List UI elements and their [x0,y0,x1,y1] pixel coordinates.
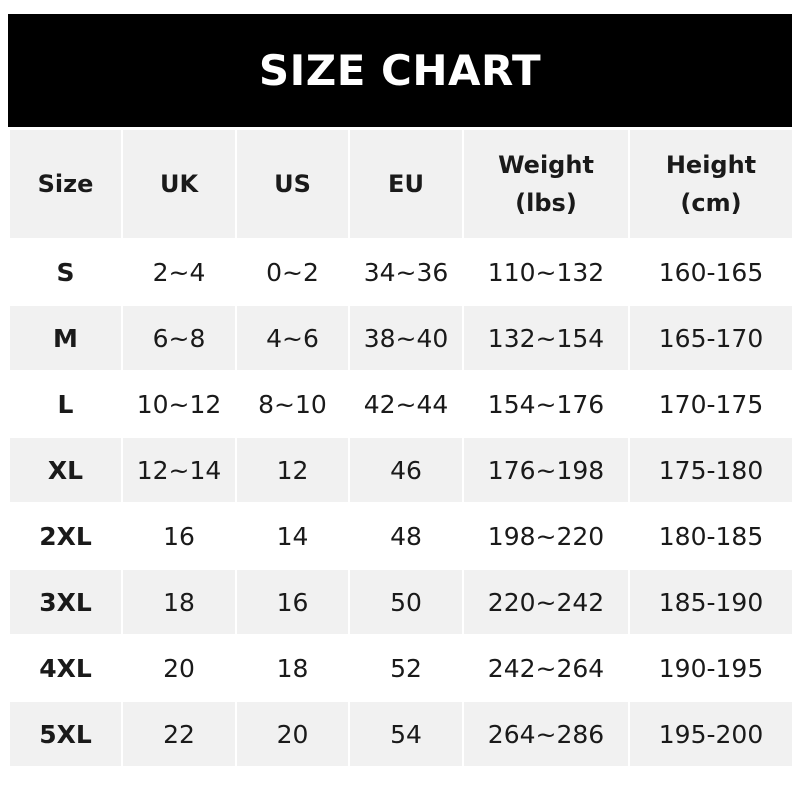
table-cell: 46 [348,436,464,504]
table-cell: 12 [235,436,350,504]
table-cell: 20 [235,700,350,768]
column-header: EU [348,128,464,240]
table-cell: 10~12 [121,370,237,438]
table-cell: 220~242 [462,568,630,636]
table-cell: 2~4 [121,238,237,306]
column-header: Weight (lbs) [462,128,630,240]
table-cell: 18 [121,568,237,636]
table-row: 2XL 16 14 48 198~220 180-185 [8,502,794,570]
table-row: 4XL 20 18 52 242~264 190-195 [8,634,794,702]
table-cell: 12~14 [121,436,237,504]
size-cell: L [8,370,123,438]
table-cell: 8~10 [235,370,350,438]
size-cell: 5XL [8,700,123,768]
size-cell: M [8,304,123,372]
table-row: S 2~4 0~2 34~36 110~132 160-165 [8,238,794,306]
table-cell: 165-170 [628,304,794,372]
size-cell: 4XL [8,634,123,702]
column-header-label: EU [388,170,424,198]
column-header-label: UK [159,170,199,198]
column-header-unit: (cm) [680,189,742,217]
table-cell: 16 [235,568,350,636]
size-table: Size UK US EU Weight (lbs) Height (cm) S 2~4 0~2 3… [8,128,794,768]
table-cell: 6~8 [121,304,237,372]
column-header-unit: (lbs) [515,189,577,217]
size-cell: 2XL [8,502,123,570]
table-row: XL 12~14 12 46 176~198 175-180 [8,436,794,504]
table-cell: 132~154 [462,304,630,372]
size-cell: 3XL [8,568,123,636]
column-header-label: Weight [498,151,594,179]
table-cell: 185-190 [628,568,794,636]
column-header: Size [8,128,123,240]
header-row: Size UK US EU Weight (lbs) Height (cm) [8,128,794,240]
table-cell: 14 [235,502,350,570]
column-header-label: Height [665,151,757,179]
table-cell: 54 [348,700,464,768]
table-cell: 50 [348,568,464,636]
table-cell: 175-180 [628,436,794,504]
table-cell: 170-175 [628,370,794,438]
table-cell: 18 [235,634,350,702]
table-cell: 176~198 [462,436,630,504]
table-cell: 38~40 [348,304,464,372]
table-cell: 22 [121,700,237,768]
table-cell: 42~44 [348,370,464,438]
table-cell: 154~176 [462,370,630,438]
table-cell: 195-200 [628,700,794,768]
size-cell: S [8,238,123,306]
table-cell: 0~2 [235,238,350,306]
table-cell: 160-165 [628,238,794,306]
table-cell: 190-195 [628,634,794,702]
table-row: L 10~12 8~10 42~44 154~176 170-175 [8,370,794,438]
table-row: 5XL 22 20 54 264~286 195-200 [8,700,794,768]
column-header: UK [121,128,237,240]
table-cell: 34~36 [348,238,464,306]
table-cell: 110~132 [462,238,630,306]
table-row: 3XL 18 16 50 220~242 185-190 [8,568,794,636]
column-header: US [235,128,350,240]
table-cell: 264~286 [462,700,630,768]
table-row: M 6~8 4~6 38~40 132~154 165-170 [8,304,794,372]
table-cell: 20 [121,634,237,702]
table-cell: 242~264 [462,634,630,702]
table-cell: 180-185 [628,502,794,570]
column-header-label: Size [37,170,94,198]
table-cell: 198~220 [462,502,630,570]
table-cell: 52 [348,634,464,702]
table-cell: 48 [348,502,464,570]
size-cell: XL [8,436,123,504]
column-header: Height (cm) [628,128,794,240]
chart-title: SIZE CHART [8,14,792,127]
table-cell: 4~6 [235,304,350,372]
column-header-label: US [274,170,311,198]
table-cell: 16 [121,502,237,570]
